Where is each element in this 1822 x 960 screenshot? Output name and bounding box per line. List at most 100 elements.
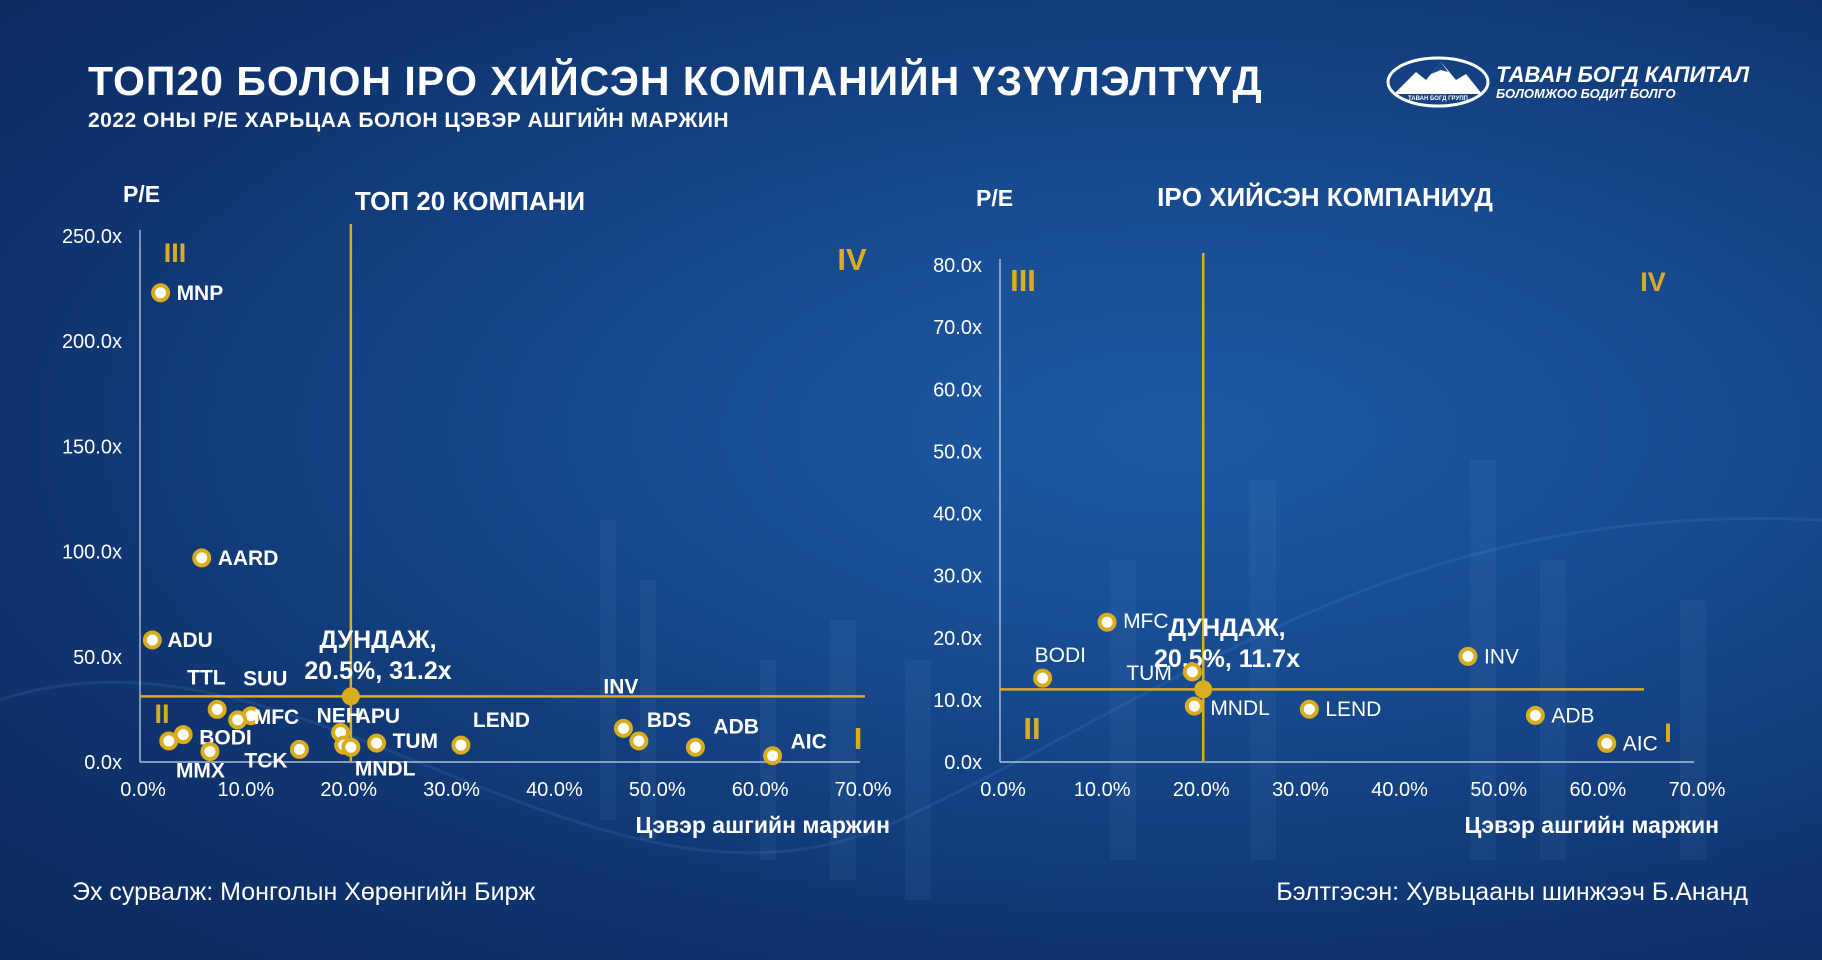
scatter-point <box>289 739 309 759</box>
quadrant-label: II <box>1023 711 1040 746</box>
quadrant-label: I <box>1664 718 1672 748</box>
point-label: AIC <box>791 731 827 754</box>
point-label: TUM <box>393 730 439 753</box>
x-axis-label: Цэвэр ашгийн маржин <box>1465 812 1719 838</box>
y-tick-label: 250.0x <box>62 226 122 248</box>
quadrant-label: IV <box>1640 267 1666 297</box>
y-tick-label: 40.0x <box>933 504 982 526</box>
point-label: ADB <box>713 715 759 738</box>
y-tick-label: 50.0x <box>73 647 122 669</box>
x-tick-label: 20.0% <box>1173 779 1230 801</box>
x-tick-label: 70.0% <box>1669 779 1726 801</box>
point-label: BODI <box>1035 644 1086 667</box>
x-axis-label: Цэвэр ашгийн маржин <box>636 812 890 838</box>
quadrant-label: III <box>164 238 187 268</box>
point-label: MFC <box>1123 610 1169 633</box>
point-label: MNDL <box>355 757 416 780</box>
x-tick-label: 40.0% <box>526 779 583 801</box>
scatter-point <box>451 735 471 755</box>
x-tick-label: 10.0% <box>217 779 274 801</box>
y-tick-label: 70.0x <box>933 317 982 339</box>
point-label: LEND <box>473 709 530 732</box>
logo-emblem <box>1386 56 1490 108</box>
scatter-point <box>1525 705 1545 725</box>
point-label: SUU <box>243 668 287 691</box>
point-label: BDS <box>647 709 691 732</box>
scatter-point <box>1097 612 1117 632</box>
x-tick-label: 0.0% <box>120 779 166 801</box>
point-label: TTL <box>187 666 226 689</box>
scatter-point <box>1184 696 1204 716</box>
scatter-point <box>228 710 248 730</box>
x-tick-label: 30.0% <box>1272 779 1329 801</box>
x-tick-label: 30.0% <box>423 779 480 801</box>
point-label: TUM <box>1126 662 1172 685</box>
y-tick-label: 100.0x <box>62 542 122 564</box>
scatter-point <box>1033 668 1053 688</box>
average-marker <box>341 687 360 706</box>
logo-name: ТАВАН БОГД КАПИТАЛ <box>1496 62 1750 87</box>
y-tick-label: 20.0x <box>933 628 982 650</box>
y-axis-label: P/E <box>123 181 160 207</box>
scatter-point <box>192 548 212 568</box>
page-subtitle: 2022 ОНЫ P/E ХАРЬЦАА БОЛОН ЦЭВЭР АШГИЙН … <box>88 109 730 132</box>
average-label: ДУНДАЖ, <box>319 626 436 654</box>
average-label: ДУНДАЖ, <box>1168 614 1285 642</box>
y-tick-label: 50.0x <box>933 441 982 463</box>
scatter-point <box>1182 662 1202 682</box>
point-label: LEND <box>1325 698 1381 721</box>
y-tick-label: 150.0x <box>62 436 122 458</box>
point-label: AIC <box>1623 732 1658 755</box>
scatter-point <box>685 737 705 757</box>
quadrant-label: IV <box>837 242 867 277</box>
prepared-by-note: Бэлтгэсэн: Хувьцааны шинжээч Б.Ананд <box>1276 878 1748 906</box>
scatter-point <box>629 731 649 751</box>
scatter-point <box>763 746 783 766</box>
quadrant-label: II <box>154 699 169 729</box>
scatter-point <box>1458 646 1478 666</box>
point-label: MNDL <box>1210 697 1270 720</box>
chart-title: ТОП 20 КОМПАНИ <box>355 186 585 216</box>
scatter-point <box>1299 699 1319 719</box>
y-axis-label: P/E <box>976 185 1013 211</box>
average-marker <box>1194 680 1213 699</box>
scatter-point <box>151 283 171 303</box>
scatter-point <box>142 630 162 650</box>
point-label: APU <box>356 705 400 728</box>
y-tick-label: 0.0x <box>944 752 982 774</box>
scatter-point <box>341 737 361 757</box>
x-tick-label: 60.0% <box>1569 779 1626 801</box>
x-tick-label: 40.0% <box>1371 779 1428 801</box>
point-label: NEH <box>317 705 361 728</box>
quadrant-label: III <box>1010 263 1036 298</box>
source-note: Эх сурвалж: Монголын Хөрөнгийн Бирж <box>72 878 536 906</box>
x-tick-label: 60.0% <box>732 779 789 801</box>
page-title: ТОП20 БОЛОН IPO ХИЙСЭН КОМПАНИЙН ҮЗҮҮЛЭЛ… <box>88 58 1263 104</box>
quadrant-label: I <box>854 721 863 756</box>
average-value: 20.5%, 11.7x <box>1154 645 1300 673</box>
x-tick-label: 70.0% <box>835 779 892 801</box>
scatter-point <box>207 699 227 719</box>
point-label: INV <box>1484 645 1519 668</box>
point-label: ADB <box>1551 704 1594 727</box>
chart-title: IPO ХИЙСЭН КОМПАНИУД <box>1157 182 1493 212</box>
y-tick-label: 200.0x <box>62 331 122 353</box>
scatter-point <box>200 741 220 761</box>
logo-emblem-text: ТАВАН БОГД ГРУПП <box>1408 96 1468 102</box>
x-tick-label: 50.0% <box>629 779 686 801</box>
x-tick-label: 0.0% <box>980 779 1026 801</box>
point-label: ADU <box>167 629 213 652</box>
scatter-point <box>159 731 179 751</box>
x-tick-label: 10.0% <box>1074 779 1131 801</box>
point-label: MFC <box>254 706 300 729</box>
y-tick-label: 80.0x <box>933 255 982 277</box>
y-tick-label: 0.0x <box>84 752 122 774</box>
point-label: INV <box>603 675 638 698</box>
y-tick-label: 60.0x <box>933 379 982 401</box>
point-label: MNP <box>177 282 224 305</box>
x-tick-label: 20.0% <box>320 779 377 801</box>
logo-tagline: БОЛОМЖОО БОДИТ БОЛГО <box>1496 86 1676 101</box>
y-tick-label: 30.0x <box>933 566 982 588</box>
point-label: AARD <box>218 547 279 570</box>
